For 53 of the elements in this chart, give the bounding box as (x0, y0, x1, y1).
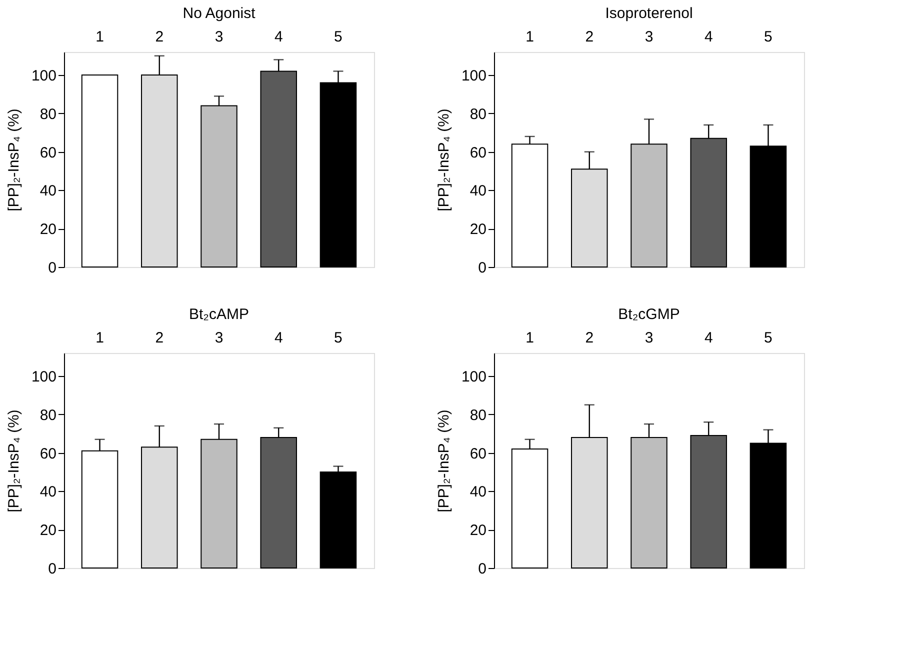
x-tick-label: 3 (644, 330, 654, 346)
x-tick-label: 2 (155, 28, 164, 46)
chart-title: No Agonist (182, 5, 256, 22)
y-tick-label: 0 (478, 560, 486, 578)
y-tick-label: 80 (470, 106, 486, 123)
y-tick-label: 0 (48, 560, 56, 578)
x-tick-label: 1 (96, 330, 104, 346)
x-tick-label: 1 (96, 28, 104, 46)
x-tick-label: 4 (274, 330, 283, 346)
y-axis-title: [PP]₂-InsP₄ (%) (435, 410, 452, 512)
y-tick-label: 60 (470, 445, 486, 462)
y-tick-label: 40 (470, 182, 486, 200)
x-tick-label: 4 (704, 330, 713, 346)
x-tick-label: 5 (334, 330, 342, 346)
y-tick-label: 40 (40, 182, 56, 200)
x-tick-label: 4 (274, 28, 283, 46)
x-tick-label: 5 (764, 28, 772, 46)
y-tick-label: 20 (470, 522, 486, 540)
y-tick-label: 60 (470, 144, 486, 162)
y-tick-label: 20 (40, 221, 56, 238)
y-tick-label: 100 (31, 68, 56, 85)
y-axis-title: [PP]₂-InsP₄ (%) (5, 410, 22, 512)
x-tick-label: 3 (214, 28, 224, 46)
x-tick-label: 1 (526, 330, 534, 346)
bar (81, 74, 118, 268)
chart-title: Bt₂cAMP (189, 306, 249, 323)
y-tick-label: 40 (40, 484, 56, 501)
y-axis-title: [PP]₂-InsP₄ (%) (5, 108, 22, 212)
y-tick-label: 20 (40, 522, 56, 540)
chart-title: Bt₂cGMP (618, 306, 680, 323)
x-tick-label: 2 (585, 330, 594, 346)
y-axis-title: [PP]₂-InsP₄ (%) (435, 108, 452, 212)
chart-title: Isoproterenol (605, 5, 693, 22)
y-tick-label: 0 (48, 260, 56, 276)
y-tick-label: 100 (31, 368, 56, 386)
x-tick-label: 3 (644, 28, 654, 46)
x-tick-label: 2 (155, 330, 164, 346)
x-tick-label: 2 (585, 28, 594, 46)
y-tick-label: 0 (478, 260, 486, 276)
y-tick-label: 100 (461, 68, 486, 85)
y-tick-label: 20 (470, 221, 486, 238)
x-tick-label: 5 (764, 330, 772, 346)
x-tick-label: 1 (526, 28, 534, 46)
y-tick-label: 80 (470, 406, 486, 424)
y-tick-label: 80 (40, 406, 56, 424)
y-tick-label: 40 (470, 484, 486, 501)
x-tick-label: 4 (704, 28, 713, 46)
y-tick-label: 60 (40, 144, 56, 162)
y-tick-label: 100 (461, 368, 486, 386)
y-tick-label: 80 (40, 106, 56, 123)
x-tick-label: 5 (334, 28, 342, 46)
x-tick-label: 3 (214, 330, 224, 346)
y-tick-label: 60 (40, 445, 56, 462)
